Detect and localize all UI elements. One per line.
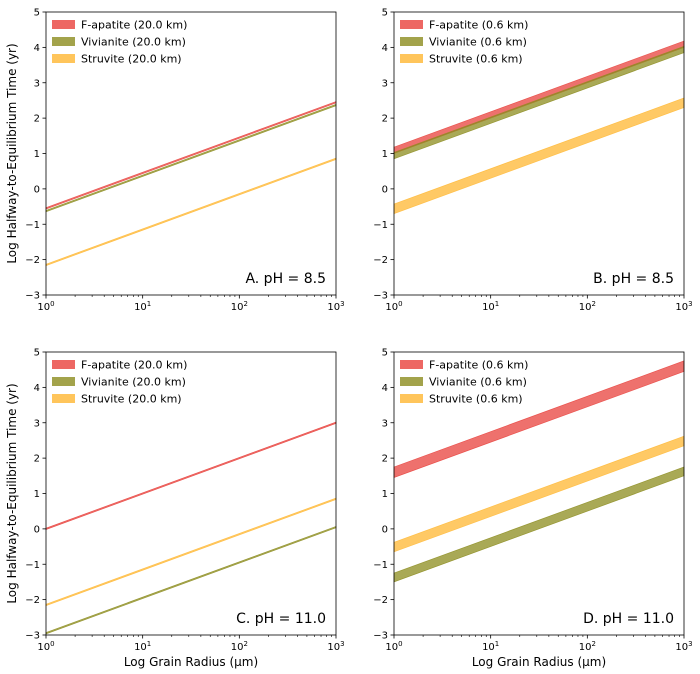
y-tick-label-d: 2	[382, 454, 388, 465]
y-tick-label-c: −1	[25, 560, 40, 571]
y-tick-label-b: 1	[382, 149, 388, 160]
y-axis-label-c: Log Halfway-to-Equilibrium Time (yr)	[5, 383, 19, 603]
series-band-b-struvite	[393, 97, 685, 215]
y-tick-label-d: 4	[382, 383, 388, 394]
series-band-c-f-apatite	[45, 421, 337, 531]
legend-swatch-b-f-apatite	[400, 20, 423, 29]
x-tick-label-d: 102	[579, 640, 596, 653]
series-band-a-vivianite	[45, 103, 337, 213]
legend-label-c-f-apatite: F-apatite (20.0 km)	[81, 359, 187, 372]
y-tick-label-d: −3	[373, 631, 388, 642]
legend-label-b-f-apatite: F-apatite (0.6 km)	[429, 19, 528, 32]
panel-label-d: D. pH = 11.0	[583, 611, 674, 627]
panel-label-a: A. pH = 8.5	[245, 271, 326, 287]
y-tick-label-c: 2	[34, 454, 40, 465]
y-tick-label-a: −1	[25, 220, 40, 231]
x-tick-label-a: 103	[327, 300, 344, 313]
series-band-a-f-apatite	[45, 101, 337, 210]
y-tick-label-b: 2	[382, 114, 388, 125]
y-tick-label-a: −3	[25, 291, 40, 302]
legend-swatch-a-f-apatite	[52, 20, 75, 29]
y-tick-label-c: 0	[34, 524, 40, 535]
x-tick-label-d: 101	[482, 640, 499, 653]
legend-label-a-struvite: Struvite (20.0 km)	[81, 53, 182, 66]
legend-swatch-a-struvite	[52, 54, 75, 63]
y-tick-label-b: −1	[373, 220, 388, 231]
y-tick-label-c: 1	[34, 489, 40, 500]
y-tick-label-a: 3	[34, 78, 40, 89]
y-tick-label-d: −2	[373, 595, 388, 606]
panel-a: −3 −2 −1 0 1 2 3 4 5 100 101 102 103 F-apatite (20.0 …	[5, 8, 345, 314]
y-tick-label-a: −2	[25, 255, 40, 266]
y-tick-label-a: 1	[34, 149, 40, 160]
y-tick-label-d: −1	[373, 560, 388, 571]
x-tick-label-b: 101	[482, 300, 499, 313]
y-axis-label-a: Log Halfway-to-Equilibrium Time (yr)	[5, 43, 19, 263]
y-tick-label-b: 5	[382, 8, 388, 19]
x-tick-label-b: 100	[385, 300, 402, 313]
y-tick-label-c: 5	[34, 348, 40, 359]
legend-label-b-vivianite: Vivianite (0.6 km)	[429, 36, 527, 49]
x-tick-label-a: 100	[37, 300, 54, 313]
legend-swatch-c-vivianite	[52, 377, 75, 386]
y-tick-label-a: 0	[34, 184, 40, 195]
panel-c: −3 −2 −1 0 1 2 3 4 5 100 101 102 103 F-apatite (20.0 …	[5, 348, 345, 670]
x-tick-label-d: 100	[385, 640, 402, 653]
y-tick-label-a: 4	[34, 43, 40, 54]
x-tick-label-c: 103	[327, 640, 344, 653]
y-tick-label-b: −2	[373, 255, 388, 266]
x-tick-label-c: 100	[37, 640, 54, 653]
legend-label-a-vivianite: Vivianite (20.0 km)	[81, 36, 186, 49]
y-tick-label-a: 2	[34, 114, 40, 125]
x-tick-label-a: 102	[231, 300, 248, 313]
legend-swatch-c-struvite	[52, 394, 75, 403]
legend-label-c-struvite: Struvite (20.0 km)	[81, 393, 182, 406]
legend-swatch-c-f-apatite	[52, 360, 75, 369]
legend-swatch-a-vivianite	[52, 37, 75, 46]
panel-label-c: C. pH = 11.0	[236, 611, 326, 627]
x-tick-label-b: 102	[579, 300, 596, 313]
series-band-a-struvite	[45, 157, 337, 267]
x-tick-label-d: 103	[675, 640, 692, 653]
legend-label-d-vivianite: Vivianite (0.6 km)	[429, 376, 527, 389]
x-tick-label-c: 102	[231, 640, 248, 653]
legend-swatch-d-vivianite	[400, 377, 423, 386]
x-tick-label-b: 103	[675, 300, 692, 313]
y-tick-label-d: 0	[382, 524, 388, 535]
y-tick-label-b: 0	[382, 184, 388, 195]
y-tick-label-b: 3	[382, 78, 388, 89]
y-tick-label-c: 4	[34, 383, 40, 394]
y-tick-label-b: −3	[373, 291, 388, 302]
x-axis-label-c: Log Grain Radius (μm)	[124, 655, 258, 669]
x-axis-label-d: Log Grain Radius (μm)	[472, 655, 606, 669]
legend-swatch-b-vivianite	[400, 37, 423, 46]
legend-label-d-struvite: Struvite (0.6 km)	[429, 393, 523, 406]
legend-label-c-vivianite: Vivianite (20.0 km)	[81, 376, 186, 389]
legend-swatch-b-struvite	[400, 54, 423, 63]
y-tick-label-d: 1	[382, 489, 388, 500]
y-tick-label-d: 5	[382, 348, 388, 359]
series-band-d-vivianite	[393, 466, 685, 583]
panel-d: −3 −2 −1 0 1 2 3 4 5 100 101 102 103 F-apatite (0.6 k…	[373, 348, 692, 670]
y-tick-label-a: 5	[34, 8, 40, 19]
legend-label-d-f-apatite: F-apatite (0.6 km)	[429, 359, 528, 372]
x-tick-label-a: 101	[134, 300, 151, 313]
legend-label-b-struvite: Struvite (0.6 km)	[429, 53, 523, 66]
panel-b: −3 −2 −1 0 1 2 3 4 5 100 101 102 103 F-apatite (0.6 k…	[373, 8, 692, 314]
x-tick-label-c: 101	[134, 640, 151, 653]
y-tick-label-d: 3	[382, 418, 388, 429]
legend-swatch-d-f-apatite	[400, 360, 423, 369]
y-tick-label-b: 4	[382, 43, 388, 54]
y-tick-label-c: 3	[34, 418, 40, 429]
legend-swatch-d-struvite	[400, 394, 423, 403]
legend-label-a-f-apatite: F-apatite (20.0 km)	[81, 19, 187, 32]
y-tick-label-c: −2	[25, 595, 40, 606]
series-band-c-struvite	[45, 497, 337, 607]
panel-label-b: B. pH = 8.5	[593, 271, 674, 287]
y-tick-label-c: −3	[25, 631, 40, 642]
